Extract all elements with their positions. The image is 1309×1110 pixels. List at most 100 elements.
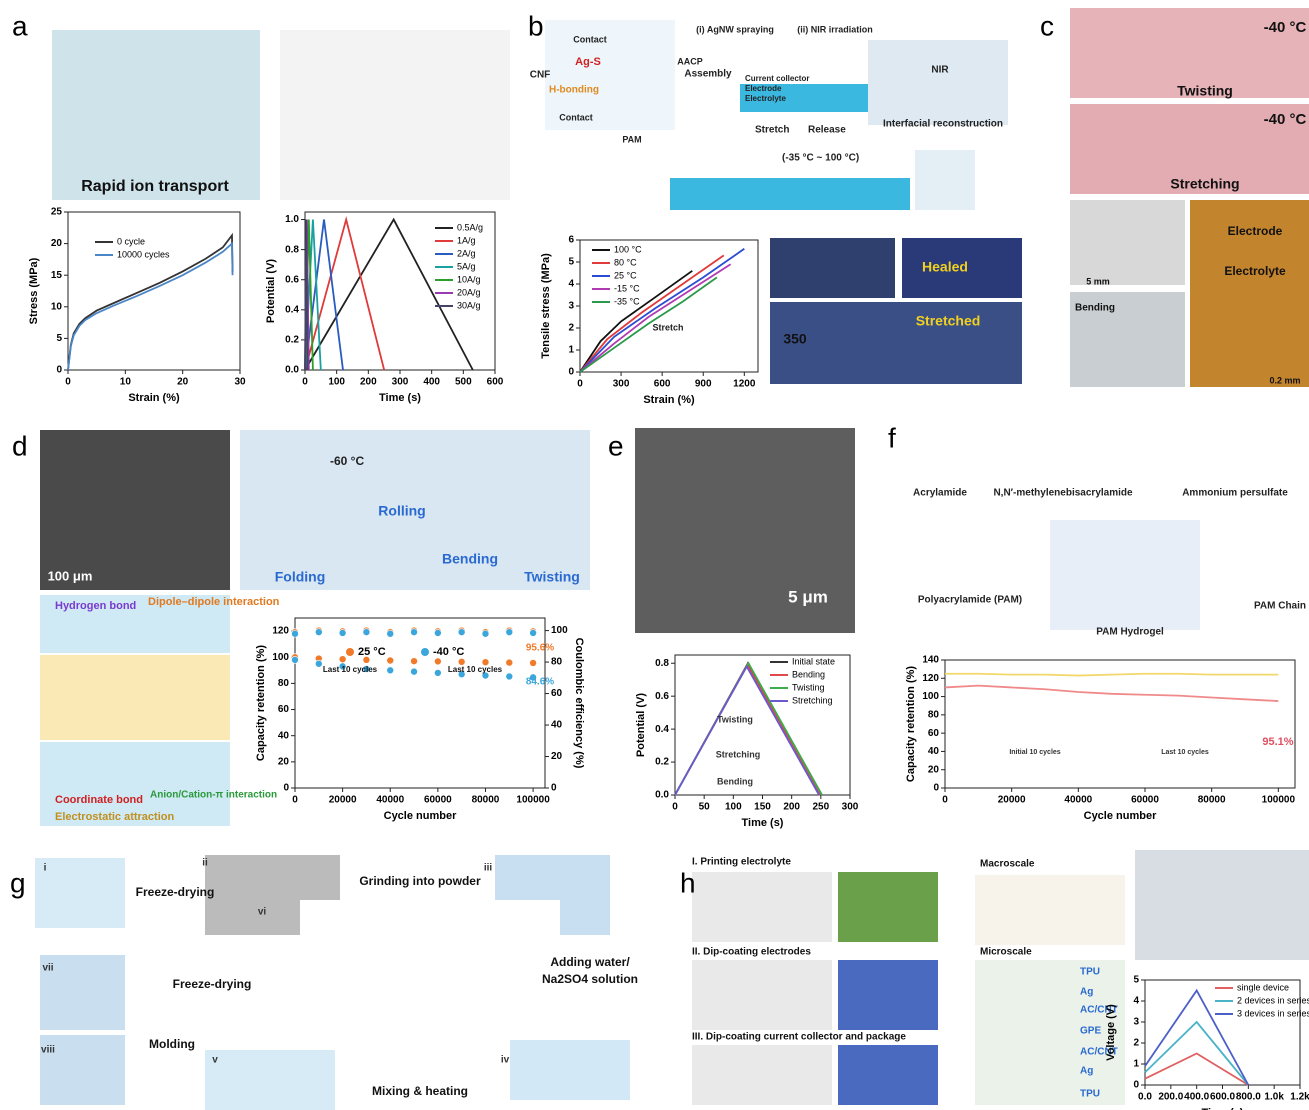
x-tick-label: 200 (360, 377, 377, 388)
panel-label: Twisting (524, 569, 580, 585)
panel-label: CNF (530, 70, 551, 81)
plot-frame (944, 659, 1296, 789)
panel-label: 5 μm (788, 587, 828, 606)
y-tick-label: 2 (1133, 1038, 1139, 1049)
image-placeholder (902, 238, 1022, 298)
panel-label: vi (258, 907, 267, 918)
legend-label: 30A/g (457, 300, 481, 310)
panel-label: Electrode (745, 84, 782, 93)
y-tick-label: 1 (568, 345, 574, 356)
panel-label: PAM Chain (1254, 601, 1306, 612)
y-tick-label: 6 (568, 235, 574, 246)
data-point (481, 671, 490, 680)
panel-label: NIR (931, 65, 949, 76)
data-line (1144, 988, 1250, 1086)
data-line (579, 248, 745, 373)
x-tick-label: 60000 (1131, 795, 1159, 806)
y-tick-label: 80 (278, 678, 290, 689)
y-tick-label: 120 (272, 626, 289, 637)
annotation: Stretching (716, 749, 761, 759)
legend-label: 0 cycle (117, 236, 145, 246)
legend-label: 2 devices in series (1237, 995, 1309, 1005)
panel-label: Assembly (684, 69, 732, 80)
data-line (674, 664, 820, 796)
x-tick-label: 100 (328, 377, 345, 388)
legend-label: 10A/g (457, 274, 481, 284)
y-tick-label: 140 (922, 655, 939, 666)
annotation: 95.1% (1262, 736, 1293, 748)
panel-letter: a (12, 10, 28, 41)
data-point (362, 665, 371, 673)
y-axis-label: Potential (V) (635, 693, 647, 758)
image-placeholder (838, 960, 938, 1030)
panel-label: 350 (783, 331, 807, 347)
panel-label: Adding water/ (550, 955, 630, 969)
y2-tick-label: 80 (551, 657, 563, 668)
panel-letter: g (10, 867, 26, 898)
y-tick-label: 5 (56, 333, 62, 344)
x-tick-label: 1200 (733, 379, 756, 390)
panel-label: Freeze-drying (136, 885, 215, 899)
x-tick-label: 0 (942, 795, 948, 806)
image-placeholder (1070, 8, 1309, 98)
legend-label: 0.5A/g (457, 222, 483, 232)
x-tick-label: 1.0k (1264, 1092, 1284, 1103)
image-placeholder (692, 960, 832, 1030)
y-tick-label: 25 (51, 207, 63, 218)
panel-label: PAM Hydrogel (1096, 627, 1164, 638)
image-placeholder (40, 955, 125, 1030)
image-placeholder (1135, 850, 1309, 960)
plot-frame (67, 211, 241, 371)
x-tick-label: 200.0 (1158, 1092, 1183, 1103)
panel-label: -40 °C (1264, 111, 1307, 128)
data-point (434, 657, 442, 666)
panel-label: Stretch (755, 125, 789, 136)
annotation: 84.6% (526, 677, 554, 688)
panel-label: Hydrogen bond (55, 600, 136, 612)
image-placeholder (1190, 200, 1309, 387)
x-tick-label: 0 (577, 379, 583, 390)
panel-label: Dipole–dipole interaction (148, 596, 280, 608)
y-axis-label: Capacity retention (%) (255, 645, 267, 761)
x-tick-label: 150 (754, 802, 771, 813)
data-line (579, 254, 725, 373)
x-tick-label: 40000 (376, 795, 404, 806)
x-tick-label: 100000 (516, 795, 550, 806)
panel-label: (-35 °C ~ 100 °C) (782, 153, 859, 164)
legend-label: 1A/g (457, 235, 476, 245)
legend-marker (421, 648, 429, 656)
panel-label: Rapid ion transport (81, 178, 229, 195)
y-tick-label: 5 (568, 257, 574, 268)
x-tick-label: 300 (613, 379, 630, 390)
panel-label: AC/CNT (1080, 1005, 1118, 1016)
y-tick-label: 2 (568, 323, 574, 334)
y-tick-label: 0 (933, 783, 939, 794)
data-point (410, 667, 418, 676)
panel-label: Macroscale (980, 859, 1035, 870)
x-tick-label: 80000 (472, 795, 500, 806)
panel-label: AC/CNT (1080, 1047, 1118, 1058)
panel-label: Ag-S (575, 56, 601, 68)
x-tick-label: 300 (842, 802, 859, 813)
annotation: Last 10 cycles (323, 665, 378, 674)
panel-letter: b (528, 10, 544, 41)
x-tick-label: 600 (487, 377, 504, 388)
legend-label: 100 °C (614, 244, 642, 254)
panel-label: -60 °C (330, 454, 364, 468)
legend-label: Bending (792, 669, 825, 679)
data-line (944, 684, 1279, 702)
data-point (481, 629, 490, 638)
panel-label: N,N′-methylenebisacrylamide (993, 488, 1133, 499)
data-line (1144, 1052, 1249, 1086)
panel-label: vii (42, 963, 53, 974)
annotation: Twisting (717, 714, 753, 724)
image-placeholder (868, 40, 1008, 125)
image-placeholder (635, 428, 855, 633)
image-placeholder (40, 742, 230, 826)
panel-label: II. Dip-coating electrodes (692, 947, 811, 958)
y-tick-label: 0.6 (285, 274, 299, 285)
y-tick-label: 80 (928, 709, 940, 720)
panel-label: H-bonding (549, 85, 599, 96)
y-tick-label: 40 (278, 730, 290, 741)
